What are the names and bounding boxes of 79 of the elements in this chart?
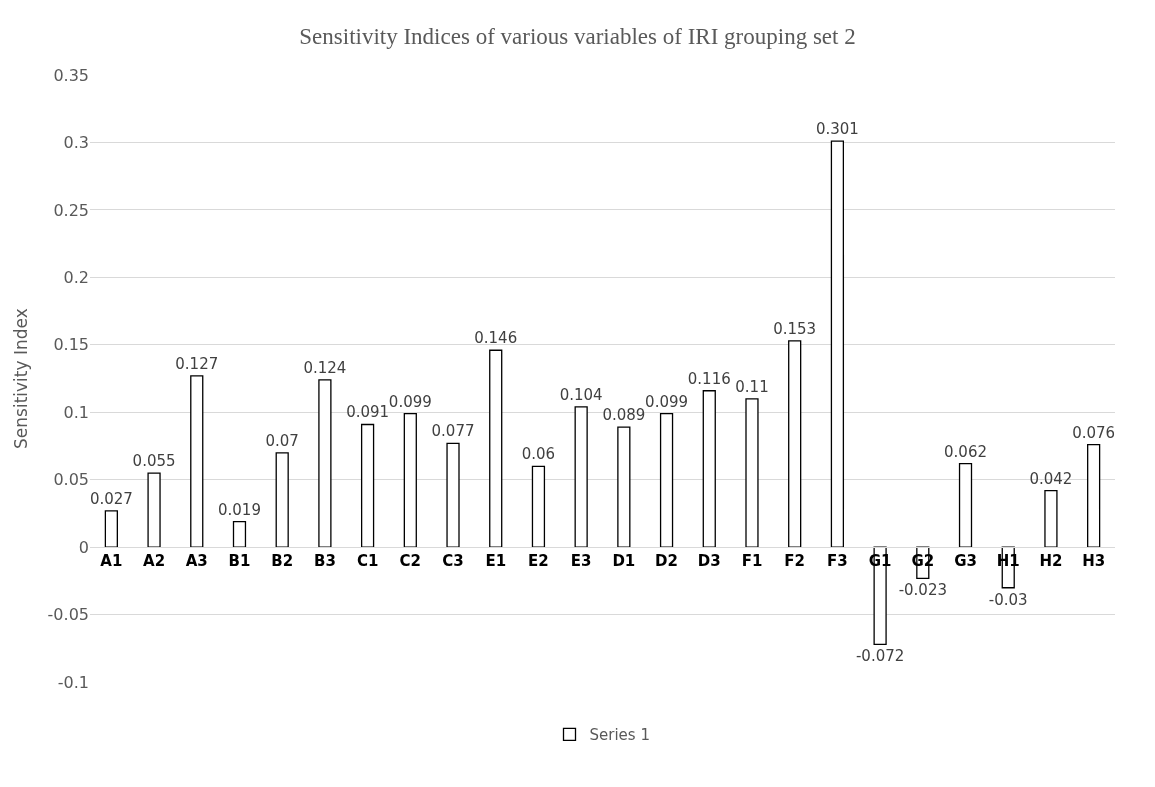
data-label: 0.07: [265, 431, 299, 450]
data-label: 0.089: [602, 406, 646, 425]
data-label: 0.301: [815, 120, 859, 139]
y-tick-label: 0.1: [63, 402, 89, 422]
x-tick-label: E3: [570, 552, 592, 571]
x-tick-label: A1: [100, 552, 123, 571]
x-tick-label: G3: [954, 552, 977, 571]
bar: [147, 472, 161, 548]
x-tick-label: D2: [655, 552, 679, 571]
x-tick-label: E1: [485, 552, 507, 571]
y-tick-label: 0.25: [53, 200, 89, 220]
bar: [275, 452, 289, 548]
bar: [1044, 489, 1058, 548]
x-tick-label: A2: [143, 552, 166, 571]
bar: [1087, 444, 1101, 548]
data-label: 0.062: [944, 442, 987, 461]
x-tick-label: H3: [1082, 552, 1106, 571]
bar: [958, 462, 973, 548]
data-label: 0.11: [735, 377, 769, 396]
x-tick-label: F2: [784, 552, 806, 571]
x-tick-label: E2: [528, 552, 549, 571]
data-label: 0.077: [431, 422, 475, 441]
bar: [745, 398, 759, 548]
legend-label: Series 1: [589, 726, 650, 745]
x-tick-label: B1: [228, 552, 251, 571]
data-label: 0.116: [687, 369, 731, 388]
x-tick-label: F1: [741, 552, 763, 571]
y-tick-label: 0.05: [53, 470, 89, 490]
data-label: 0.099: [645, 392, 689, 411]
bar: [403, 413, 417, 548]
x-tick-label: F3: [827, 552, 848, 571]
data-label: 0.104: [559, 385, 603, 404]
data-label: 0.099: [388, 392, 432, 411]
bar: [232, 520, 247, 548]
bar: [104, 510, 118, 548]
x-tick-label: A3: [185, 552, 208, 571]
y-tick-label: 0.15: [53, 335, 89, 355]
x-tick-label: C3: [442, 552, 464, 571]
bar: [574, 406, 588, 548]
data-label: 0.027: [89, 489, 133, 508]
bar: [531, 465, 546, 548]
y-axis-title: Sensitivity Index: [11, 308, 32, 449]
data-label: 0.124: [303, 358, 347, 377]
data-label: 0.153: [773, 319, 817, 338]
x-tick-label: C2: [399, 552, 422, 571]
data-label: 0.042: [1029, 469, 1073, 488]
data-label: -0.072: [855, 647, 905, 666]
chart-title: Sensitivity Indices of various variables of IRI grouping set 2: [299, 23, 856, 49]
y-tick-label: 0.3: [63, 133, 89, 153]
data-label: 0.019: [218, 500, 261, 519]
x-tick-label: D3: [697, 552, 721, 571]
bar: [360, 423, 375, 548]
y-tick-label: 0.35: [53, 65, 89, 85]
y-tick-label: -0.05: [47, 605, 89, 625]
y-tick-label: 0.2: [63, 268, 89, 287]
data-label: 0.055: [132, 452, 176, 471]
bar: [702, 390, 716, 548]
x-tick-label: B3: [313, 552, 336, 571]
bar: [446, 442, 460, 548]
data-label: 0.091: [346, 403, 390, 422]
bar: [830, 140, 845, 548]
data-label: -0.023: [898, 581, 947, 600]
data-label: 0.06: [521, 445, 556, 464]
x-tick-label: H2: [1039, 552, 1063, 571]
x-tick-label: C1: [356, 552, 379, 571]
data-label: 0.076: [1072, 423, 1116, 442]
data-label: -0.03: [988, 590, 1028, 609]
x-tick-label: D1: [612, 552, 636, 571]
y-tick-label: -0.1: [57, 672, 89, 692]
data-label: 0.146: [474, 329, 518, 348]
x-tick-label: B2: [271, 552, 294, 571]
bar: [489, 349, 503, 548]
bar: [659, 413, 674, 548]
bar: [190, 375, 204, 548]
y-tick-label: 0: [78, 537, 89, 557]
bar: [788, 340, 802, 548]
bar: [617, 426, 631, 548]
bar: [318, 379, 332, 548]
data-label: 0.127: [175, 354, 219, 373]
